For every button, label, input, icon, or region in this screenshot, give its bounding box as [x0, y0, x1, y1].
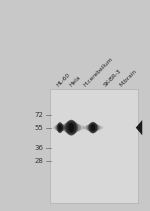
- Ellipse shape: [56, 123, 64, 133]
- Text: SK-BR-3: SK-BR-3: [103, 68, 122, 88]
- Ellipse shape: [58, 124, 85, 132]
- Text: Hela: Hela: [69, 74, 82, 88]
- Ellipse shape: [83, 125, 103, 131]
- Ellipse shape: [64, 120, 78, 135]
- Ellipse shape: [88, 122, 98, 133]
- Ellipse shape: [57, 122, 63, 133]
- Ellipse shape: [58, 124, 61, 131]
- Ellipse shape: [68, 123, 74, 133]
- Text: 28: 28: [35, 158, 43, 164]
- Ellipse shape: [53, 125, 67, 130]
- Ellipse shape: [66, 120, 77, 135]
- Text: M.brain: M.brain: [118, 69, 138, 88]
- Text: 36: 36: [34, 145, 43, 151]
- Text: HL-60: HL-60: [56, 72, 71, 88]
- Ellipse shape: [55, 124, 65, 131]
- Bar: [50, 89, 138, 203]
- Polygon shape: [136, 120, 142, 135]
- Ellipse shape: [61, 122, 81, 133]
- Ellipse shape: [91, 124, 95, 131]
- Text: 55: 55: [35, 125, 44, 131]
- Text: 72: 72: [35, 112, 43, 118]
- Text: H.cerebellum: H.cerebellum: [82, 56, 114, 88]
- Ellipse shape: [85, 124, 100, 132]
- Ellipse shape: [89, 122, 97, 133]
